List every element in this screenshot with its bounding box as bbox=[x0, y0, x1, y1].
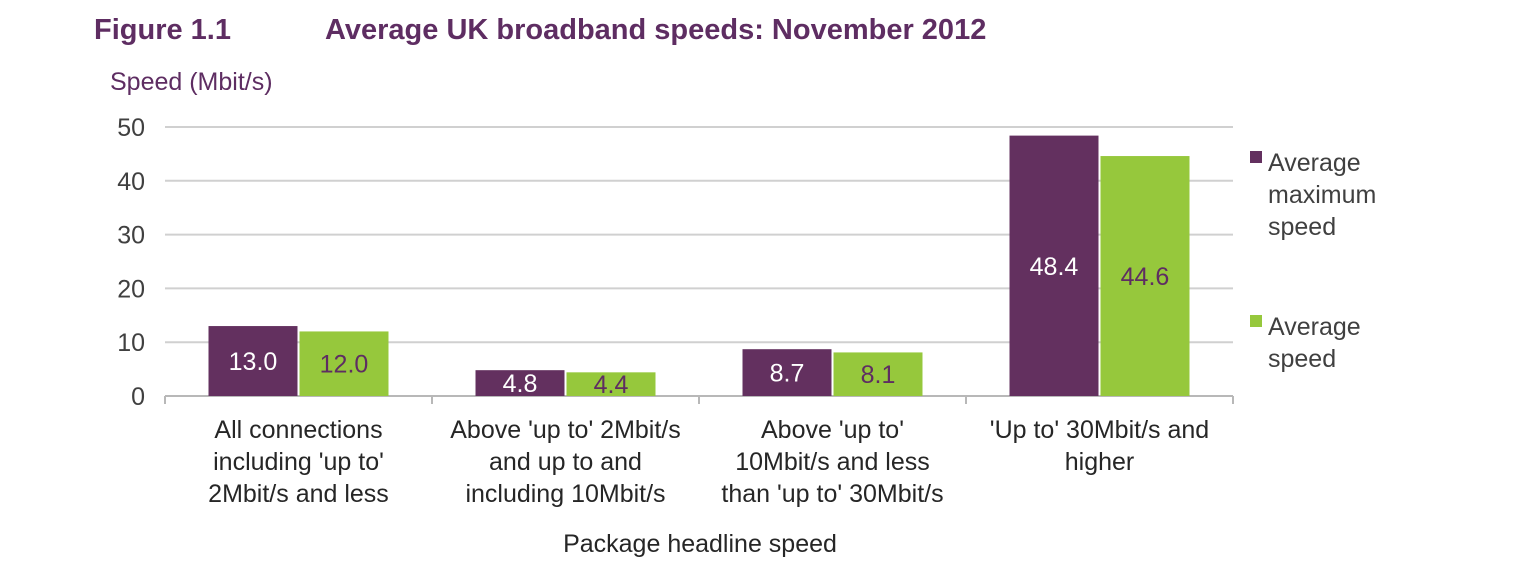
x-tick-label: Above 'up to' 2Mbit/s bbox=[450, 416, 681, 444]
bar bbox=[1009, 135, 1099, 396]
y-tick-label: 20 bbox=[117, 275, 145, 303]
y-tick-label: 50 bbox=[117, 114, 145, 142]
x-tick-label: 10Mbit/s and less bbox=[735, 448, 930, 476]
x-tick-label: including 10Mbit/s bbox=[465, 480, 665, 508]
legend-label: Average bbox=[1268, 149, 1361, 177]
x-tick-label: than 'up to' 30Mbit/s bbox=[721, 480, 943, 508]
y-tick-label: 40 bbox=[117, 168, 145, 196]
y-axis-label: Speed (Mbit/s) bbox=[110, 68, 273, 96]
x-tick-label: 2Mbit/s and less bbox=[208, 480, 389, 508]
legend-label: Average bbox=[1268, 313, 1361, 341]
legend: Average maximum speed Average speed bbox=[1250, 149, 1376, 373]
data-label: 13.0 bbox=[229, 348, 278, 376]
bar bbox=[833, 352, 923, 396]
data-label: 8.7 bbox=[770, 360, 805, 388]
y-tick-label: 10 bbox=[117, 329, 145, 357]
bar bbox=[1100, 156, 1190, 396]
y-tick-label: 0 bbox=[131, 383, 145, 411]
data-label: 4.4 bbox=[594, 371, 629, 399]
bar bbox=[742, 349, 832, 396]
x-axis-categories: All connections including 'up to' 2Mbit/s … bbox=[208, 416, 1209, 508]
figure-number: Figure 1.1 bbox=[94, 14, 231, 46]
x-tick-label: and up to and bbox=[489, 448, 642, 476]
legend-label: speed bbox=[1268, 345, 1336, 373]
bar bbox=[475, 370, 565, 396]
data-label: 12.0 bbox=[320, 351, 369, 379]
x-axis-label: Package headline speed bbox=[563, 530, 837, 558]
data-label: 44.6 bbox=[1121, 263, 1170, 291]
x-tick-label: 'Up to' 30Mbit/s and bbox=[990, 416, 1209, 444]
y-tick-label: 30 bbox=[117, 222, 145, 250]
legend-swatch bbox=[1250, 315, 1262, 327]
legend-label: maximum bbox=[1268, 181, 1376, 209]
data-labels: 13.0 4.8 8.7 48.4 12.0 4.4 8.1 44.6 bbox=[229, 253, 1170, 399]
x-tick-label: higher bbox=[1065, 448, 1135, 476]
bars bbox=[208, 135, 1190, 396]
data-label: 8.1 bbox=[861, 361, 896, 389]
x-tick-label: Above 'up to' bbox=[761, 416, 904, 444]
legend-swatch bbox=[1250, 151, 1262, 163]
bar bbox=[566, 372, 656, 396]
x-tick-label: including 'up to' bbox=[213, 448, 384, 476]
legend-label: speed bbox=[1268, 213, 1336, 241]
y-axis-ticks: 0 10 20 30 40 50 bbox=[117, 114, 145, 411]
data-label: 48.4 bbox=[1030, 253, 1079, 281]
data-label: 4.8 bbox=[503, 370, 538, 398]
bar bbox=[208, 326, 298, 396]
bar bbox=[299, 331, 389, 396]
chart-title: Average UK broadband speeds: November 20… bbox=[325, 14, 987, 46]
x-tick-label: All connections bbox=[214, 416, 382, 444]
